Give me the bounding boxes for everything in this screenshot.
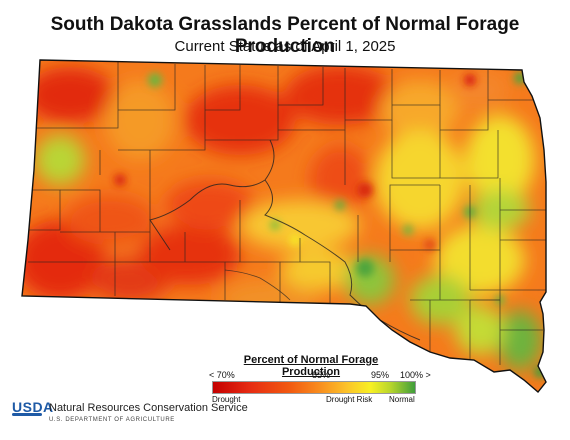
usda-logo: USDA [12, 399, 54, 415]
legend-tick-85: 85% [312, 370, 331, 380]
state-outline [21, 59, 547, 394]
map-fill [22, 60, 546, 392]
agency-name: Natural Resources Conservation Service [49, 402, 248, 414]
legend-caption-drought-risk: Drought Risk [326, 395, 373, 404]
legend-caption-normal: Normal [389, 395, 415, 404]
legend-tick-min: < 70% [209, 370, 235, 380]
legend-caption-drought: Drought [212, 395, 241, 404]
legend-title: Percent of Normal Forage Production [243, 354, 379, 378]
map-title: South Dakota Grasslands Percent of Norma… [50, 14, 520, 57]
usda-logo-swoosh [12, 413, 42, 416]
legend-color-bar [212, 381, 416, 394]
map-subtitle: Current Status as of April 1, 2025 [174, 38, 396, 55]
legend-tick-95: 95% [371, 370, 390, 380]
department-name: U.S. DEPARTMENT OF AGRICULTURE [49, 417, 175, 423]
legend-tick-max: 100% > [400, 370, 431, 380]
